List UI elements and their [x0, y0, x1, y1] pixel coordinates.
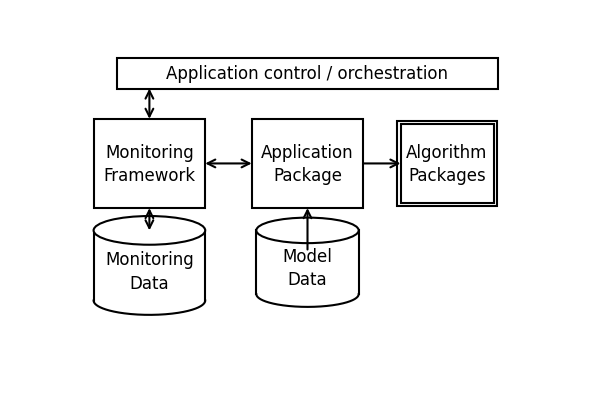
FancyArrowPatch shape	[146, 211, 153, 228]
Ellipse shape	[256, 218, 359, 244]
FancyArrowPatch shape	[304, 211, 311, 250]
Bar	[397, 122, 497, 206]
FancyArrowPatch shape	[146, 92, 153, 117]
Text: Monitoring
Data: Monitoring Data	[105, 251, 194, 292]
FancyArrowPatch shape	[208, 160, 250, 168]
Bar	[401, 124, 493, 204]
Bar	[117, 59, 498, 89]
Ellipse shape	[94, 216, 205, 245]
Text: Application control / orchestration: Application control / orchestration	[167, 65, 449, 83]
Bar	[252, 119, 363, 209]
Bar	[94, 119, 205, 209]
FancyArrowPatch shape	[364, 160, 398, 168]
Text: Model
Data: Model Data	[283, 247, 332, 288]
Text: Application
Package: Application Package	[261, 143, 354, 185]
Text: Monitoring
Framework: Monitoring Framework	[103, 143, 196, 185]
Text: Algorithm
Packages: Algorithm Packages	[406, 143, 488, 185]
